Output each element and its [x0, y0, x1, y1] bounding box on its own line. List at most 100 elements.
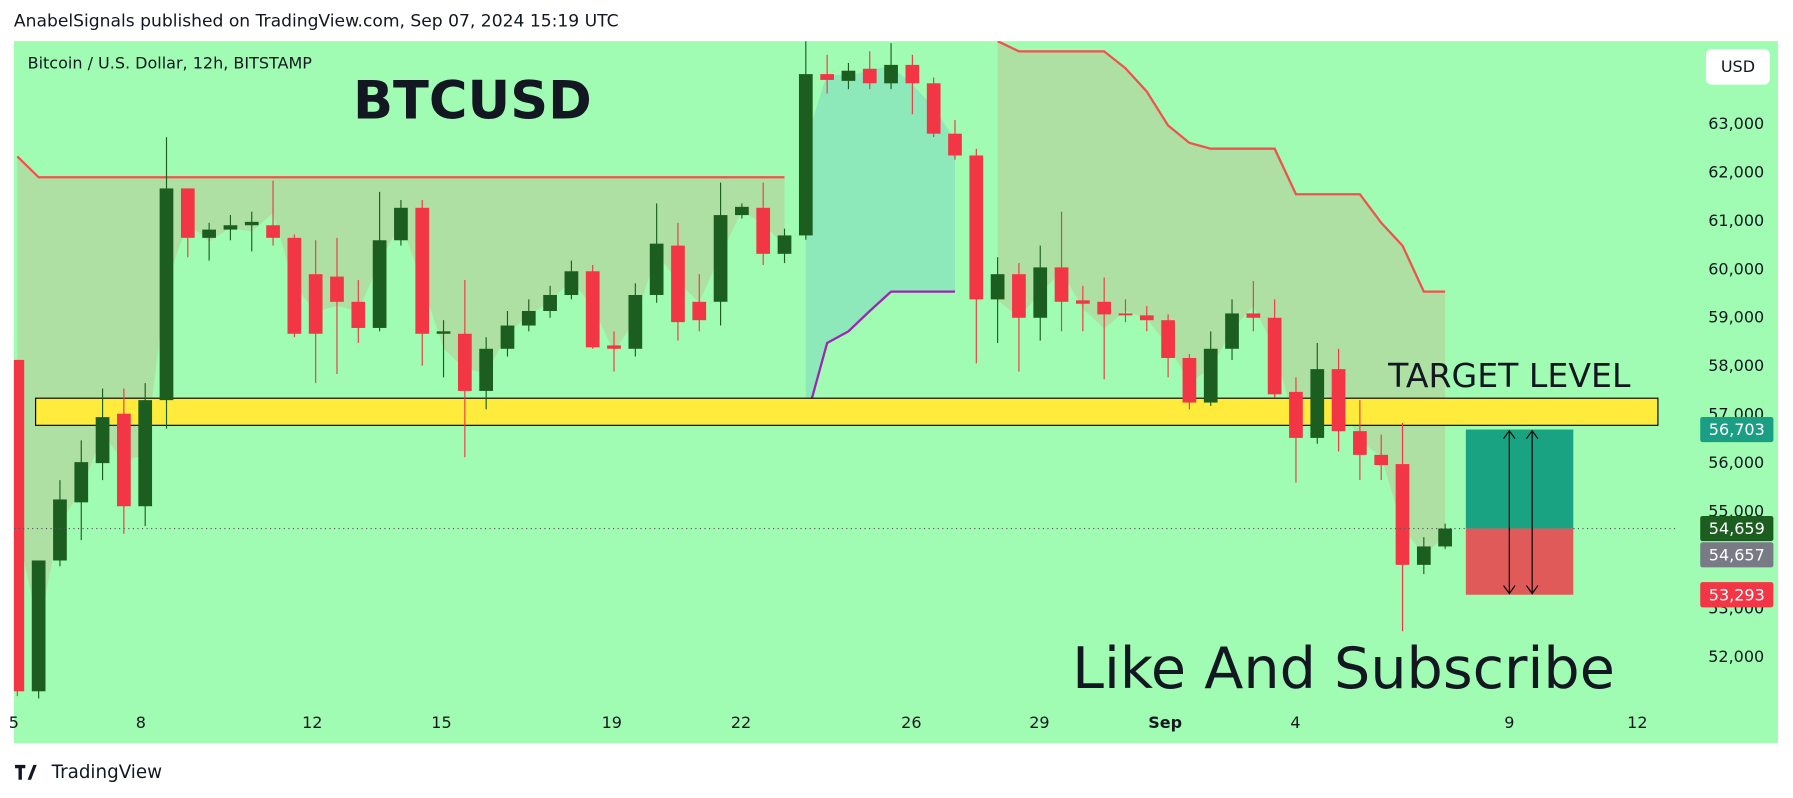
candle-body: [330, 276, 344, 302]
candle-body: [1139, 315, 1154, 321]
candle-body: [180, 188, 195, 238]
candle-body: [628, 295, 643, 349]
overlay: 52,00053,00054,00055,00056,00057,00058,0…: [9, 114, 1774, 732]
candle-body: [1374, 454, 1389, 466]
candle-body: [1012, 274, 1026, 318]
x-tick-label: 29: [1029, 713, 1049, 732]
candle-body: [1438, 528, 1452, 547]
candle-body: [500, 325, 515, 349]
price-label-box: [1700, 542, 1774, 568]
candle-body: [1267, 317, 1282, 395]
plot: [13, 41, 1679, 699]
indicator-fill: [997, 41, 1446, 556]
candle-body: [53, 499, 67, 561]
x-tick-label: 8: [136, 713, 146, 732]
x-tick-label: 19: [602, 713, 622, 732]
position-profit: [1465, 429, 1574, 529]
candle-body: [884, 64, 898, 84]
candle-body: [692, 301, 707, 321]
y-tick-label: 59,000: [1708, 308, 1764, 327]
y-tick-label: 62,000: [1708, 162, 1764, 181]
candle-body: [543, 295, 557, 311]
candle-body: [1416, 546, 1431, 565]
candle-body: [95, 417, 110, 464]
tradingview-logo: TradingView: [15, 762, 162, 783]
y-tick-label: 63,000: [1708, 114, 1764, 133]
candle-body: [308, 274, 323, 334]
candle-body: [223, 225, 238, 230]
candle-body: [969, 155, 984, 300]
candle-body: [841, 70, 856, 81]
logo-text: TradingView: [51, 762, 163, 783]
candle-body: [1118, 313, 1133, 316]
watermark-text: Like And Subscribe: [1072, 636, 1615, 702]
candle-body: [1289, 391, 1303, 438]
candle-body: [202, 229, 216, 238]
y-tick-label: 56,000: [1708, 453, 1764, 472]
y-tick-label: 52,000: [1708, 647, 1764, 666]
price-label-box: [1700, 416, 1774, 443]
candle-body: [1353, 431, 1367, 455]
x-tick-label: 22: [731, 713, 751, 732]
candle-body: [905, 64, 920, 84]
position-loss: [1465, 528, 1574, 595]
candle-body: [1054, 267, 1069, 302]
candle-body: [244, 221, 259, 226]
currency-button[interactable]: [1705, 49, 1770, 85]
y-tick-label: 58,000: [1708, 356, 1764, 375]
x-tick-label: 26: [901, 713, 921, 732]
candle-body: [74, 462, 89, 503]
candle-body: [1161, 320, 1175, 358]
candle-body: [415, 207, 430, 334]
candle-body: [1331, 369, 1346, 432]
candle-body: [926, 83, 941, 134]
x-tick-label: 12: [1627, 713, 1647, 732]
candle-body: [564, 271, 579, 296]
target-zone: [35, 397, 1659, 426]
candle-body: [372, 240, 387, 328]
y-tick-label: 61,000: [1708, 211, 1764, 230]
indicator-line: [997, 41, 1446, 293]
price-label: 56,703: [1709, 420, 1765, 439]
candle-body: [13, 359, 25, 692]
candle-body: [1246, 313, 1261, 318]
candle-body: [607, 345, 621, 349]
candle-body: [1075, 300, 1090, 304]
candle-body: [31, 560, 46, 692]
x-tick-label: Sep: [1148, 713, 1182, 732]
candle-body: [1182, 357, 1197, 403]
candle-body: [798, 74, 813, 236]
candle-body: [1097, 301, 1112, 315]
price-label-box: [1700, 515, 1774, 542]
arrow-head: [1503, 429, 1516, 595]
price-label-box: [1700, 582, 1774, 608]
candle-body: [862, 68, 877, 84]
candle-body: [1033, 267, 1048, 318]
candle-body: [1203, 348, 1218, 403]
x-tick-label: 9: [1504, 713, 1514, 732]
candle-body: [948, 133, 962, 156]
x-tick-label: 12: [302, 713, 322, 732]
price-label: 53,293: [1709, 585, 1765, 604]
candle-body: [138, 400, 153, 507]
candle-body: [457, 333, 472, 391]
candle-body: [266, 225, 280, 238]
candle-body: [159, 188, 174, 401]
candle-body: [521, 310, 536, 326]
logo-icon: [15, 764, 37, 780]
candle-body: [756, 207, 771, 254]
y-tick-label: 60,000: [1708, 259, 1764, 278]
candle-body: [735, 206, 749, 216]
indicator-fill: [805, 66, 955, 421]
chart-background: [13, 41, 1778, 744]
target-label: TARGET LEVEL: [1387, 356, 1631, 395]
candle-body: [1310, 369, 1325, 438]
candle-body: [820, 74, 834, 80]
indicator-line: [804, 290, 955, 421]
candle-body: [436, 331, 451, 334]
y-tick-label: 55,000: [1708, 502, 1764, 521]
x-tick-label: 5: [9, 713, 19, 732]
candle-body: [671, 245, 685, 323]
x-tick-label: 4: [1290, 713, 1300, 732]
